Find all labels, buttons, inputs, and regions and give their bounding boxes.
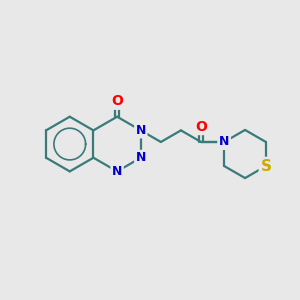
Text: O: O: [111, 94, 123, 108]
Text: N: N: [219, 136, 230, 148]
Text: N: N: [136, 151, 146, 164]
Text: S: S: [260, 158, 272, 173]
Text: N: N: [219, 136, 230, 148]
Text: N: N: [136, 124, 146, 137]
Text: N: N: [112, 165, 122, 178]
Text: O: O: [195, 119, 207, 134]
